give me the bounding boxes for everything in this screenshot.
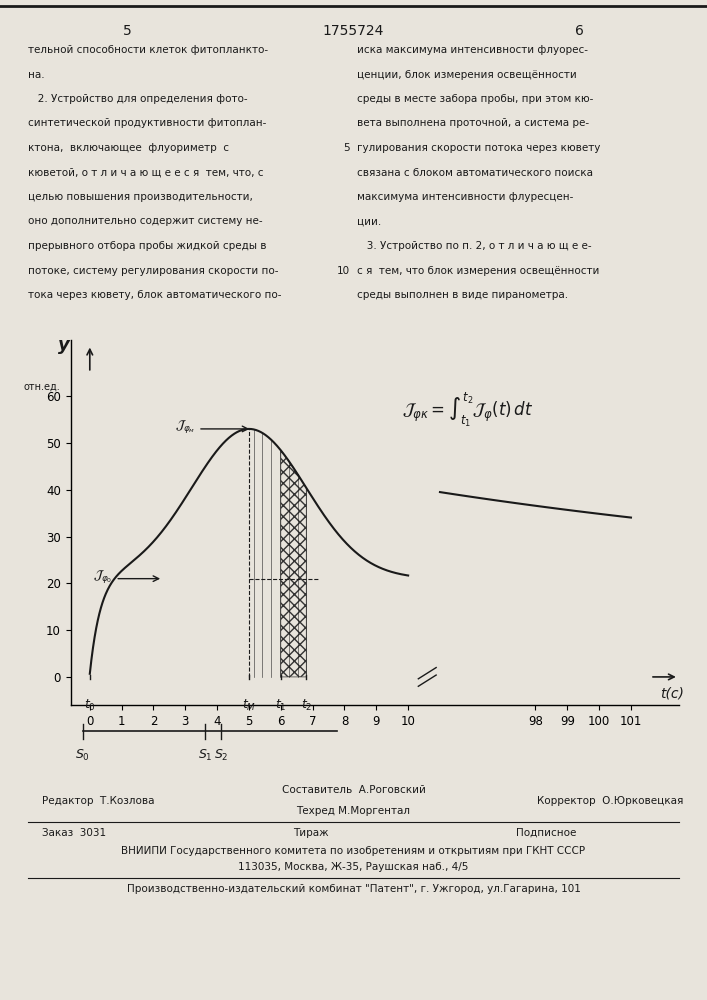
Text: Техред М.Моргентал: Техред М.Моргентал <box>296 806 411 816</box>
Text: целью повышения производительности,: целью повышения производительности, <box>28 192 253 202</box>
Text: Подписное: Подписное <box>516 828 576 838</box>
Text: вета выполнена проточной, а система ре-: вета выполнена проточной, а система ре- <box>357 118 589 128</box>
Text: Заказ  3031: Заказ 3031 <box>42 828 107 838</box>
Text: отн.ед.: отн.ед. <box>23 382 60 392</box>
Text: гулирования скорости потока через кювету: гулирования скорости потока через кювету <box>357 143 600 153</box>
Text: 5: 5 <box>344 143 350 153</box>
Text: ВНИИПИ Государственного комитета по изобретениям и открытиям при ГКНТ СССР: ВНИИПИ Государственного комитета по изоб… <box>122 846 585 856</box>
Text: тельной способности клеток фитопланкто-: тельной способности клеток фитопланкто- <box>28 45 269 55</box>
Text: $t_0$: $t_0$ <box>84 698 95 713</box>
Text: 10: 10 <box>337 266 350 276</box>
Text: прерывного отбора пробы жидкой среды в: прерывного отбора пробы жидкой среды в <box>28 241 267 251</box>
Text: 3. Устройство по п. 2, о т л и ч а ю щ е е-: 3. Устройство по п. 2, о т л и ч а ю щ е… <box>357 241 592 251</box>
Text: ции.: ции. <box>357 217 381 227</box>
Text: $t_1$: $t_1$ <box>275 698 286 713</box>
Text: $\mathcal{J}_{\varphi\kappa} = \int_{t_1}^{t_2} \mathcal{J}_{\varphi}(t)\,dt$: $\mathcal{J}_{\varphi\kappa} = \int_{t_1… <box>402 391 533 429</box>
Text: Редактор  Т.Козлова: Редактор Т.Козлова <box>42 796 155 806</box>
Text: 6: 6 <box>575 24 584 38</box>
Text: 113035, Москва, Ж-35, Раушская наб., 4/5: 113035, Москва, Ж-35, Раушская наб., 4/5 <box>238 862 469 872</box>
Text: максимума интенсивности флуресцен-: максимума интенсивности флуресцен- <box>357 192 573 202</box>
Text: $t_M$: $t_M$ <box>242 698 256 713</box>
Text: Производственно-издательский комбинат "Патент", г. Ужгород, ул.Гагарина, 101: Производственно-издательский комбинат "П… <box>127 884 580 894</box>
Text: связана с блоком автоматического поиска: связана с блоком автоматического поиска <box>357 167 593 178</box>
Text: ктона,  включающее  флуориметр  с: ктона, включающее флуориметр с <box>28 143 229 153</box>
Text: $S_2$: $S_2$ <box>214 748 228 763</box>
Text: $\mathcal{J}_{\varphi_0}$: $\mathcal{J}_{\varphi_0}$ <box>93 568 112 585</box>
Text: на.: на. <box>28 70 45 80</box>
Text: Тираж: Тираж <box>293 828 329 838</box>
Text: 5: 5 <box>123 24 132 38</box>
Text: Составитель  А.Роговский: Составитель А.Роговский <box>281 785 426 795</box>
Text: Корректор  О.Юрковецкая: Корректор О.Юрковецкая <box>537 796 684 806</box>
Text: $t_2$: $t_2$ <box>300 698 312 713</box>
Text: y: y <box>59 336 70 354</box>
Text: $S_1$: $S_1$ <box>198 748 212 763</box>
Text: ценции, блок измерения освещённости: ценции, блок измерения освещённости <box>357 70 577 80</box>
Text: синтетической продуктивности фитоплан-: синтетической продуктивности фитоплан- <box>28 118 267 128</box>
Text: $S_0$: $S_0$ <box>76 748 90 763</box>
Text: среды в месте забора пробы, при этом кю-: среды в месте забора пробы, при этом кю- <box>357 94 593 104</box>
Text: тока через кювету, блок автоматического по-: тока через кювету, блок автоматического … <box>28 290 282 300</box>
Text: t(c): t(c) <box>660 686 684 700</box>
Text: с я  тем, что блок измерения освещённости: с я тем, что блок измерения освещённости <box>357 266 600 276</box>
Text: 1755724: 1755724 <box>323 24 384 38</box>
Text: потоке, систему регулирования скорости по-: потоке, систему регулирования скорости п… <box>28 266 279 276</box>
Text: иска максимума интенсивности флуорес-: иска максимума интенсивности флуорес- <box>357 45 588 55</box>
Text: 2. Устройство для определения фото-: 2. Устройство для определения фото- <box>28 94 248 104</box>
Text: среды выполнен в виде пиранометра.: среды выполнен в виде пиранометра. <box>357 290 568 300</box>
Text: $\mathcal{J}_{\varphi_м}$: $\mathcal{J}_{\varphi_м}$ <box>175 418 195 435</box>
Text: оно дополнительно содержит систему не-: оно дополнительно содержит систему не- <box>28 217 263 227</box>
Text: кюветой, о т л и ч а ю щ е е с я  тем, что, с: кюветой, о т л и ч а ю щ е е с я тем, чт… <box>28 167 264 178</box>
